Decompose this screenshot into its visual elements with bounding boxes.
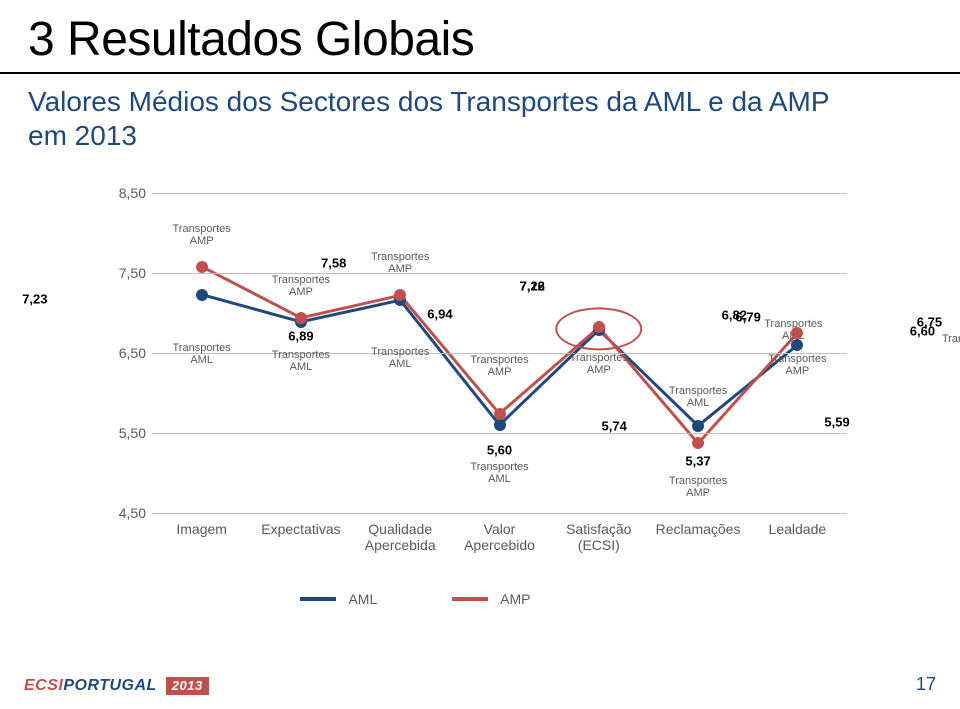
legend-swatch-amp [452,597,488,601]
y-tick-label: 5,50 [104,425,146,441]
value-label: 6,94 [427,306,452,321]
series-callout-label: TransportesAMP [669,475,727,499]
marker-aml [196,289,208,301]
chart-legend: AML AMP [300,590,680,612]
logo-text-a: ECSI [24,677,63,694]
marker-amp [692,437,704,449]
series-callout-label: TransportesAMP [768,353,826,377]
page-number: 17 [916,674,936,695]
x-tick-label: ValorApercebido [464,521,535,553]
series-callout-label: TransportesAML [172,342,230,366]
series-callout-label: TransportesAMP [470,354,528,378]
plot-area: 4,505,506,507,508,507,23TransportesAML6,… [152,193,847,513]
y-tick-label: 7,50 [104,265,146,281]
y-tick-label: 8,50 [104,185,146,201]
value-label: 5,60 [487,442,512,457]
value-label: 5,59 [824,414,849,429]
marker-aml [791,339,803,351]
value-label: 5,37 [685,454,710,469]
series-callout-label: TransportesAML [669,385,727,409]
marker-aml [692,420,704,432]
slide-title: 3 Resultados Globais [28,12,474,67]
series-callout-label: TransportesAML [470,461,528,485]
highlight-ellipse [555,307,643,350]
series-callout-label: TransportesAML [272,349,330,373]
legend-label-aml: AML [348,591,377,607]
value-label: 6,75 [917,314,942,329]
x-tick-label: Lealdade [769,521,827,537]
series-callout-label: TransportesAMP [272,274,330,298]
x-tick-label: Expectativas [261,521,340,537]
series-callout-label: TransportesAMP [570,352,628,376]
marker-amp [791,327,803,339]
value-label: 5,74 [602,418,627,433]
marker-amp [196,261,208,273]
y-tick-label: 6,50 [104,345,146,361]
value-label: 7,58 [321,256,346,271]
x-tick-label: Imagem [176,521,227,537]
title-underline [0,72,960,74]
legend-label-amp: AMP [500,591,530,607]
marker-amp [394,289,406,301]
x-tick-label: Reclamações [656,521,741,537]
x-tick-label: QualidadeApercebida [365,521,436,553]
value-label: 7,22 [520,278,545,293]
value-label: 7,23 [22,292,47,307]
value-label: 6,89 [288,329,313,344]
value-label: 6,82 [722,308,747,323]
slide-subtitle: Valores Médios dos Sectores dos Transpor… [28,85,848,153]
marker-aml [494,419,506,431]
gridline [152,433,847,434]
marker-amp [295,312,307,324]
legend-swatch-aml [300,597,336,601]
logo-year: 2013 [166,677,209,695]
slide: 3 Resultados Globais Valores Médios dos … [0,0,960,709]
marker-amp [494,408,506,420]
footer-logo: ECSIPORTUGAL 2013 [24,677,209,695]
y-tick-label: 4,50 [104,505,146,521]
series-callout-label: TransportesAMP [371,251,429,275]
series-callout-label: TransportesAMP [172,223,230,247]
gridline [152,273,847,274]
gridline [152,513,847,514]
gridline [152,193,847,194]
series-callout-label: TransportesAML [371,346,429,370]
series-callout-label: TransportesAML [942,333,960,357]
line-chart: 4,505,506,507,508,507,23TransportesAML6,… [90,175,870,555]
x-tick-label: Satisfação(ECSI) [566,521,631,553]
logo-text-b: PORTUGAL [63,677,156,694]
